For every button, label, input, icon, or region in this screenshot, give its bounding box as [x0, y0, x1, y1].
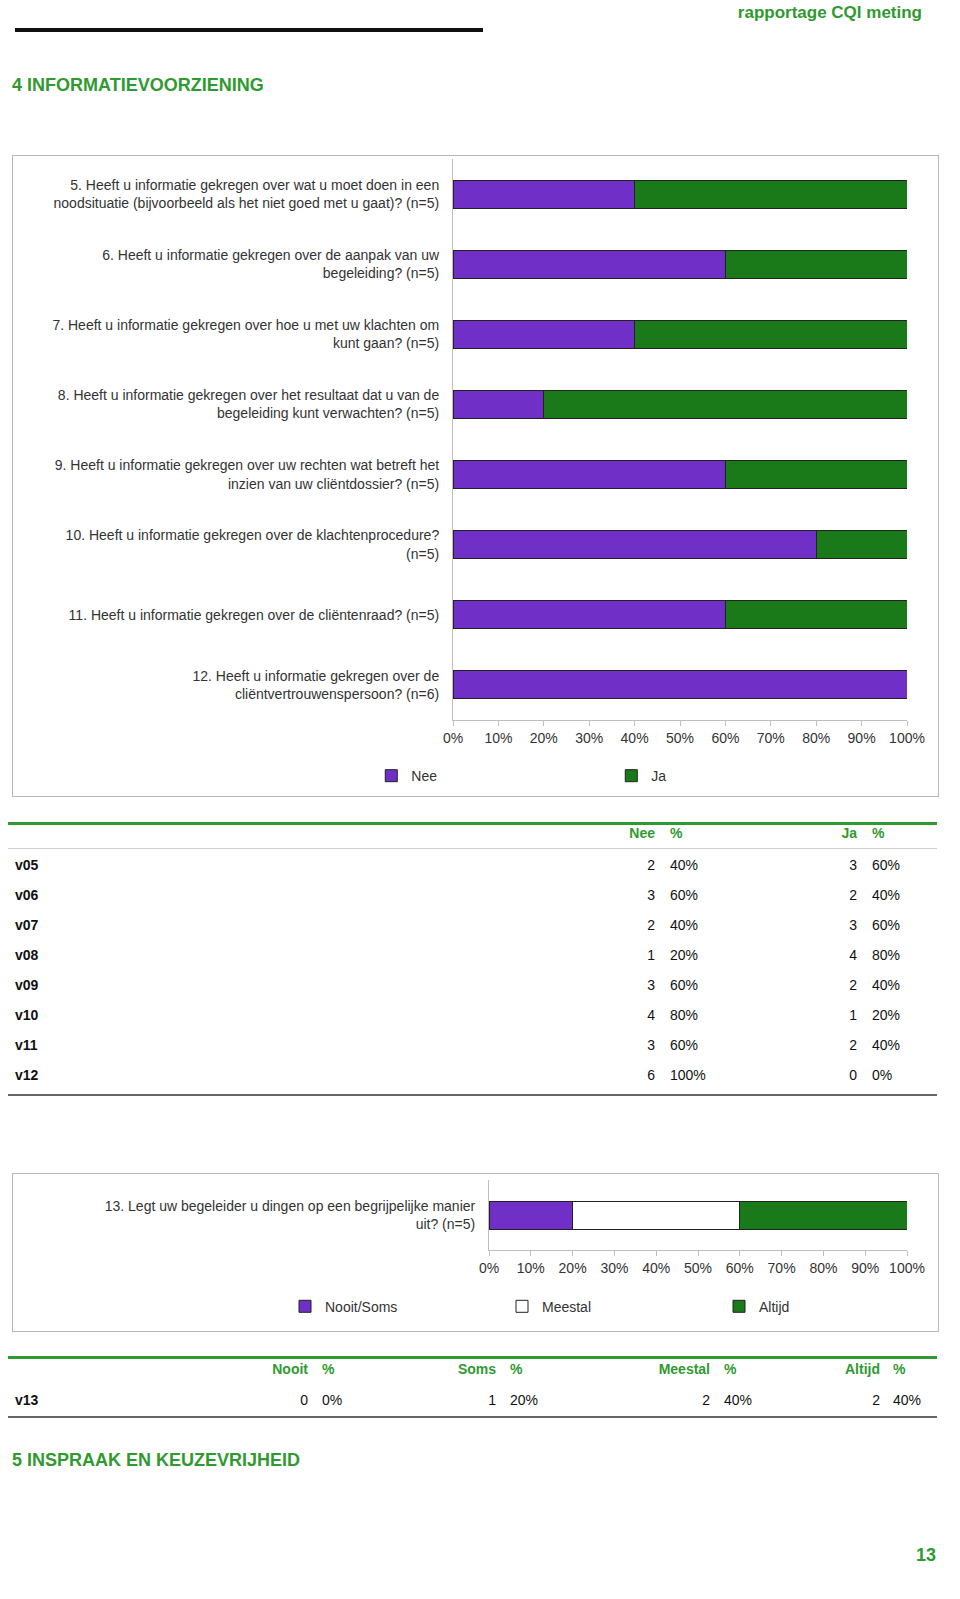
html-text:0: 0	[849, 1067, 857, 1083]
svg-text:Meestal: Meestal	[542, 1299, 591, 1315]
svg-text:10%: 10%	[484, 730, 512, 746]
html-text:v08: v08	[15, 947, 39, 963]
svg-text:70%: 70%	[768, 1260, 796, 1276]
svg-text:10. Heeft u informatie gekrege: 10. Heeft u informatie gekregen over de …	[66, 527, 440, 561]
svg-text:7. Heeft u informatie gekregen: 7. Heeft u informatie gekregen over hoe …	[52, 317, 439, 351]
svg-text:100%: 100%	[889, 730, 925, 746]
svg-text:5. Heeft u informatie gekregen: 5. Heeft u informatie gekregen over wat …	[54, 177, 440, 211]
html-text:Meestal: Meestal	[658, 1361, 710, 1377]
svg-text:40%: 40%	[642, 1260, 670, 1276]
html-text:40%: 40%	[670, 857, 698, 873]
html-text:6: 6	[647, 1067, 655, 1083]
html-text:Altijd: Altijd	[845, 1361, 880, 1377]
html-text:20%: 20%	[510, 1392, 538, 1408]
svg-text:8. Heeft u informatie gekregen: 8. Heeft u informatie gekregen over het …	[58, 387, 440, 421]
html-text:40%: 40%	[893, 1392, 921, 1408]
html-text:v05: v05	[15, 857, 39, 873]
html-text:4: 4	[849, 947, 857, 963]
html-text:4: 4	[647, 1007, 655, 1023]
html-text:1: 1	[849, 1007, 857, 1023]
html-text:0: 0	[300, 1392, 308, 1408]
html-text:2: 2	[872, 1392, 880, 1408]
html-text:20%: 20%	[670, 947, 698, 963]
html-text:13: 13	[916, 1544, 936, 1565]
html-text:v13: v13	[15, 1392, 39, 1408]
svg-text:90%: 90%	[851, 1260, 879, 1276]
svg-text:Altijd: Altijd	[759, 1299, 789, 1315]
html-text:4 INFORMATIEVOORZIENING: 4 INFORMATIEVOORZIENING	[12, 74, 264, 95]
html-text:v11: v11	[15, 1037, 38, 1053]
svg-text:50%: 50%	[684, 1260, 712, 1276]
html-text:1: 1	[647, 947, 655, 963]
svg-text:20%: 20%	[530, 730, 558, 746]
svg-text:12. Heeft u informatie gekrege: 12. Heeft u informatie gekregen over dec…	[192, 668, 439, 702]
html-text:3: 3	[849, 857, 857, 873]
html-text:2: 2	[702, 1392, 710, 1408]
svg-text:11. Heeft u informatie gekrege: 11. Heeft u informatie gekregen over de …	[69, 607, 440, 623]
html-text:2: 2	[849, 1037, 857, 1053]
html-text:3: 3	[647, 977, 655, 993]
html-text:3: 3	[647, 887, 655, 903]
svg-text:Ja: Ja	[651, 768, 666, 784]
svg-text:60%: 60%	[726, 1260, 754, 1276]
html-text:v06: v06	[15, 887, 39, 903]
html-text:60%: 60%	[872, 917, 900, 933]
svg-text:0%: 0%	[479, 1260, 499, 1276]
html-text:v09: v09	[15, 977, 39, 993]
html-text:20%: 20%	[872, 1007, 900, 1023]
html-text:60%: 60%	[670, 887, 698, 903]
html-text:rapportage CQI meting: rapportage CQI meting	[737, 3, 922, 22]
html-text:3: 3	[647, 1037, 655, 1053]
html-text:60%: 60%	[670, 1037, 698, 1053]
svg-text:100%: 100%	[889, 1260, 925, 1276]
html-text:5 INSPRAAK EN KEUZEVRIJHEID: 5 INSPRAAK EN KEUZEVRIJHEID	[12, 1449, 301, 1470]
html-text:0%: 0%	[872, 1067, 893, 1083]
html-text:v10: v10	[15, 1007, 39, 1023]
html-text:40%: 40%	[872, 887, 900, 903]
html-text:40%: 40%	[872, 977, 900, 993]
html-text:2: 2	[849, 977, 857, 993]
svg-text:9. Heeft u informatie gekregen: 9. Heeft u informatie gekregen over uw r…	[55, 457, 440, 491]
svg-text:Nee: Nee	[411, 768, 437, 784]
html-text:100%: 100%	[670, 1067, 706, 1083]
html-text:1: 1	[488, 1392, 496, 1408]
html-text:60%: 60%	[872, 857, 900, 873]
svg-text:50%: 50%	[666, 730, 694, 746]
html-text:v12: v12	[15, 1067, 39, 1083]
html-text:40%: 40%	[670, 917, 698, 933]
html-text:0%: 0%	[322, 1392, 343, 1408]
svg-text:0%: 0%	[443, 730, 463, 746]
svg-text:13. Legt uw begeleider u dinge: 13. Legt uw begeleider u dingen op een b…	[105, 1198, 476, 1232]
svg-text:6. Heeft u informatie gekregen: 6. Heeft u informatie gekregen over de a…	[102, 247, 440, 281]
svg-text:70%: 70%	[757, 730, 785, 746]
svg-text:30%: 30%	[600, 1260, 628, 1276]
html-text:Nooit: Nooit	[272, 1361, 308, 1377]
html-text:v07: v07	[15, 917, 39, 933]
html-text:60%: 60%	[670, 977, 698, 993]
html-text:3: 3	[849, 917, 857, 933]
svg-text:80%: 80%	[809, 1260, 837, 1276]
html-text:40%: 40%	[724, 1392, 752, 1408]
html-text:Soms: Soms	[457, 1361, 496, 1377]
svg-text:10%: 10%	[517, 1260, 545, 1276]
svg-text:30%: 30%	[575, 730, 603, 746]
html-text:2: 2	[849, 887, 857, 903]
svg-text:60%: 60%	[711, 730, 739, 746]
html-text:80%: 80%	[670, 1007, 698, 1023]
html-text:Ja: Ja	[841, 825, 857, 841]
svg-text:90%: 90%	[848, 730, 876, 746]
html-text:2: 2	[647, 917, 655, 933]
html-text:80%: 80%	[872, 947, 900, 963]
svg-text:20%: 20%	[559, 1260, 587, 1276]
svg-text:40%: 40%	[621, 730, 649, 746]
html-text:2: 2	[647, 857, 655, 873]
html-text:Nee: Nee	[629, 825, 655, 841]
html-text:40%: 40%	[872, 1037, 900, 1053]
svg-text:Nooit/Soms: Nooit/Soms	[325, 1299, 397, 1315]
svg-text:80%: 80%	[802, 730, 830, 746]
